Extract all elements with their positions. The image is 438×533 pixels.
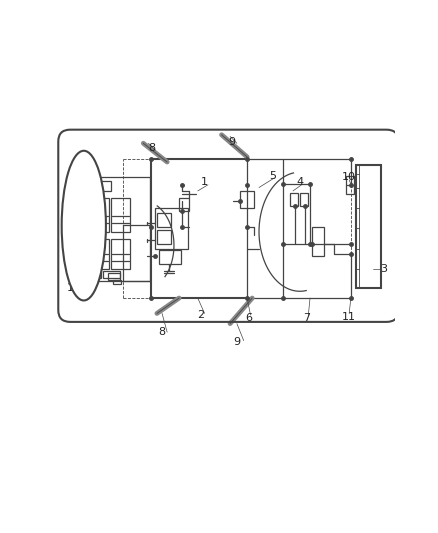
Text: 8: 8 [158,327,165,337]
Text: 7: 7 [302,313,310,324]
Text: 2: 2 [197,310,204,320]
Bar [80,177,150,281]
Bar [83,198,108,232]
Bar [155,208,187,249]
Bar [355,165,381,288]
Bar [157,213,170,227]
Bar [157,230,170,244]
Bar [102,271,119,278]
Bar [289,192,297,206]
Bar [83,273,96,280]
Bar [240,191,253,208]
Text: 11: 11 [341,312,355,322]
Text: 6: 6 [245,313,252,324]
Bar [311,227,323,255]
Bar [107,273,119,280]
Bar [111,239,130,269]
Text: 1: 1 [201,177,208,188]
Text: 5: 5 [268,171,276,181]
Bar [113,280,121,285]
Text: 8: 8 [148,143,155,154]
Text: 12: 12 [67,283,81,293]
Bar [299,192,307,206]
Bar [345,175,353,195]
Text: 3: 3 [379,264,386,274]
Text: 10: 10 [341,172,355,182]
Bar [158,251,180,264]
Text: 9: 9 [228,136,235,147]
Bar [94,181,111,191]
Text: 9: 9 [233,337,240,348]
Bar [179,198,189,211]
Text: 4: 4 [296,177,303,188]
Bar [111,198,130,232]
Bar [84,271,101,278]
Ellipse shape [61,151,106,301]
Bar [83,239,108,269]
